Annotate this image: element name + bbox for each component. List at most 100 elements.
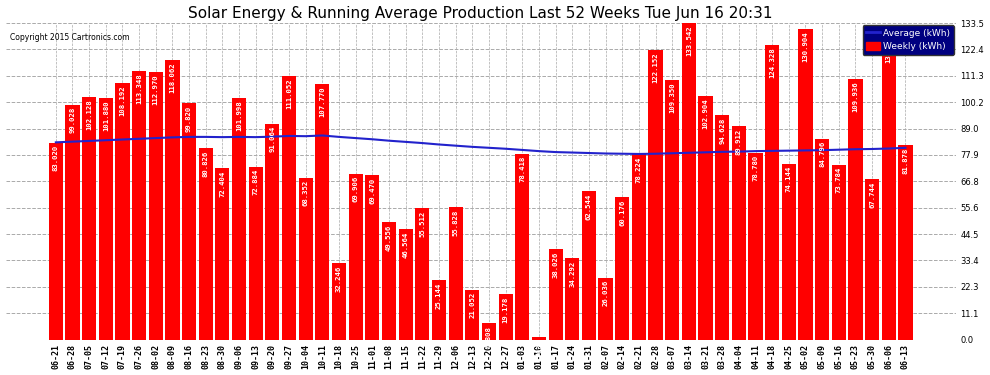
Text: 101.880: 101.880 bbox=[103, 100, 109, 131]
Bar bbox=[832, 165, 845, 340]
Bar bbox=[898, 146, 913, 340]
Text: 130.588: 130.588 bbox=[886, 32, 892, 63]
Text: 32.246: 32.246 bbox=[336, 266, 342, 292]
Bar bbox=[348, 174, 362, 340]
Text: 80.826: 80.826 bbox=[203, 150, 209, 177]
Text: 102.904: 102.904 bbox=[703, 98, 709, 129]
Bar bbox=[399, 229, 413, 340]
Text: 83.020: 83.020 bbox=[52, 145, 58, 171]
Text: 94.628: 94.628 bbox=[719, 118, 726, 144]
Text: 108.192: 108.192 bbox=[120, 86, 126, 116]
Bar bbox=[865, 179, 879, 340]
Bar bbox=[432, 280, 446, 340]
Bar bbox=[465, 290, 479, 340]
Bar bbox=[882, 30, 896, 340]
Text: 62.544: 62.544 bbox=[586, 194, 592, 220]
Text: 49.556: 49.556 bbox=[386, 225, 392, 251]
Bar bbox=[699, 96, 713, 340]
Text: 107.770: 107.770 bbox=[320, 87, 326, 117]
Text: 69.906: 69.906 bbox=[352, 176, 358, 203]
Text: 67.744: 67.744 bbox=[869, 182, 875, 208]
Text: 60.176: 60.176 bbox=[619, 199, 626, 225]
Bar bbox=[199, 148, 213, 340]
Text: 19.178: 19.178 bbox=[503, 297, 509, 323]
Text: 101.998: 101.998 bbox=[236, 100, 243, 131]
Text: 26.036: 26.036 bbox=[603, 280, 609, 306]
Text: 72.884: 72.884 bbox=[252, 169, 258, 195]
Bar bbox=[265, 124, 279, 340]
Legend: Average (kWh), Weekly (kWh): Average (kWh), Weekly (kWh) bbox=[862, 25, 954, 55]
Bar bbox=[232, 98, 247, 340]
Text: Copyright 2015 Cartronics.com: Copyright 2015 Cartronics.com bbox=[10, 33, 130, 42]
Bar bbox=[132, 71, 147, 340]
Text: 72.404: 72.404 bbox=[220, 170, 226, 196]
Text: 130.904: 130.904 bbox=[803, 32, 809, 62]
Text: 99.028: 99.028 bbox=[69, 107, 75, 134]
Text: 102.128: 102.128 bbox=[86, 100, 92, 130]
Text: 109.350: 109.350 bbox=[669, 83, 675, 113]
Title: Solar Energy & Running Average Production Last 52 Weeks Tue Jun 16 20:31: Solar Energy & Running Average Productio… bbox=[188, 6, 773, 21]
Bar bbox=[682, 23, 696, 340]
Bar bbox=[282, 76, 296, 340]
Bar bbox=[365, 175, 379, 340]
Bar bbox=[798, 29, 813, 340]
Bar bbox=[82, 98, 96, 340]
Bar bbox=[248, 167, 262, 340]
Text: 99.820: 99.820 bbox=[186, 105, 192, 132]
Text: 55.828: 55.828 bbox=[452, 210, 458, 236]
Bar bbox=[116, 83, 130, 340]
Text: 46.564: 46.564 bbox=[403, 232, 409, 258]
Text: 113.348: 113.348 bbox=[136, 73, 143, 104]
Text: 21.052: 21.052 bbox=[469, 292, 475, 318]
Bar bbox=[565, 258, 579, 340]
Bar bbox=[582, 191, 596, 340]
Text: 6.808: 6.808 bbox=[486, 326, 492, 348]
Text: 91.064: 91.064 bbox=[269, 126, 275, 152]
Text: 118.062: 118.062 bbox=[169, 62, 175, 93]
Bar bbox=[482, 324, 496, 340]
Text: 109.936: 109.936 bbox=[852, 81, 858, 112]
Bar bbox=[382, 222, 396, 340]
Text: 84.796: 84.796 bbox=[819, 141, 825, 167]
Text: 124.328: 124.328 bbox=[769, 47, 775, 78]
Text: 133.542: 133.542 bbox=[686, 26, 692, 56]
Bar bbox=[648, 50, 662, 340]
Text: 81.878: 81.878 bbox=[903, 148, 909, 174]
Bar bbox=[182, 103, 196, 340]
Text: 55.512: 55.512 bbox=[420, 210, 426, 237]
Text: 74.144: 74.144 bbox=[786, 166, 792, 192]
Text: 78.418: 78.418 bbox=[520, 156, 526, 182]
Text: 68.352: 68.352 bbox=[303, 180, 309, 206]
Bar bbox=[548, 249, 562, 340]
Text: 38.026: 38.026 bbox=[552, 252, 558, 278]
Text: 73.784: 73.784 bbox=[836, 167, 842, 193]
Text: 25.144: 25.144 bbox=[436, 282, 442, 309]
Bar bbox=[632, 154, 645, 340]
Text: 78.224: 78.224 bbox=[636, 156, 642, 183]
Text: 34.292: 34.292 bbox=[569, 261, 575, 287]
Bar bbox=[782, 164, 796, 340]
Bar bbox=[615, 197, 630, 340]
Bar bbox=[848, 79, 862, 340]
Bar bbox=[732, 126, 745, 340]
Text: 69.470: 69.470 bbox=[369, 177, 375, 204]
Bar bbox=[765, 45, 779, 340]
Bar bbox=[148, 72, 163, 340]
Bar bbox=[448, 207, 462, 340]
Bar bbox=[515, 154, 530, 340]
Bar bbox=[332, 263, 346, 340]
Bar bbox=[665, 80, 679, 340]
Bar bbox=[65, 105, 79, 340]
Bar bbox=[499, 294, 513, 340]
Bar bbox=[815, 139, 830, 340]
Text: 1.030: 1.030 bbox=[536, 339, 542, 362]
Bar bbox=[165, 60, 179, 340]
Bar bbox=[299, 177, 313, 340]
Bar bbox=[415, 208, 430, 340]
Bar bbox=[599, 278, 613, 340]
Text: 111.052: 111.052 bbox=[286, 79, 292, 110]
Text: 89.912: 89.912 bbox=[736, 129, 742, 155]
Bar bbox=[99, 98, 113, 340]
Text: 112.970: 112.970 bbox=[152, 74, 158, 105]
Text: 122.152: 122.152 bbox=[652, 53, 658, 83]
